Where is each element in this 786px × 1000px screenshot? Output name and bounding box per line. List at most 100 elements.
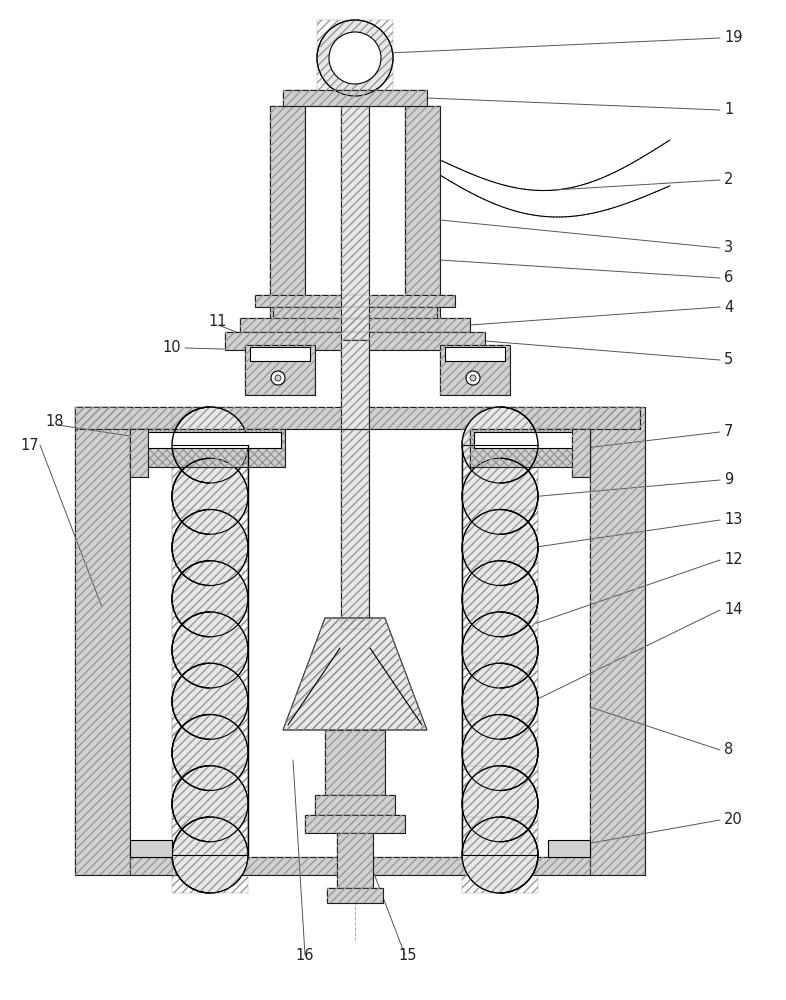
Bar — [341, 106, 369, 340]
Bar — [172, 510, 248, 585]
Bar — [172, 561, 248, 637]
Bar — [225, 332, 485, 350]
Bar — [130, 840, 172, 857]
Bar — [172, 458, 248, 534]
Bar — [130, 429, 148, 477]
Bar — [240, 318, 470, 332]
Bar — [255, 295, 455, 307]
Bar — [462, 714, 538, 790]
Circle shape — [172, 766, 248, 842]
Circle shape — [317, 20, 393, 96]
Bar — [341, 620, 369, 629]
Circle shape — [462, 817, 538, 893]
Bar — [172, 766, 248, 842]
Bar — [273, 307, 437, 319]
Circle shape — [466, 371, 480, 385]
Bar — [445, 347, 505, 361]
Bar — [462, 407, 538, 483]
Circle shape — [172, 458, 248, 534]
Bar — [130, 429, 148, 477]
Bar — [305, 815, 405, 833]
Bar — [327, 888, 383, 903]
Bar — [240, 318, 470, 332]
Text: 9: 9 — [724, 473, 733, 488]
Circle shape — [462, 663, 538, 739]
Bar — [470, 429, 590, 467]
Bar — [75, 407, 130, 875]
Circle shape — [271, 371, 285, 385]
Bar — [270, 106, 305, 340]
Bar — [440, 345, 510, 395]
Circle shape — [172, 817, 248, 893]
Bar — [341, 340, 369, 429]
Bar — [590, 407, 645, 875]
Text: 2: 2 — [724, 172, 733, 188]
Bar — [305, 106, 405, 340]
Bar — [462, 817, 538, 893]
Bar — [327, 888, 383, 903]
Bar — [75, 407, 640, 429]
Bar — [315, 795, 395, 815]
Bar — [130, 429, 285, 467]
Text: 5: 5 — [724, 353, 733, 367]
Bar — [75, 407, 130, 875]
Text: 3: 3 — [724, 240, 733, 255]
Bar — [225, 332, 485, 350]
Bar — [462, 510, 538, 585]
Bar — [462, 663, 538, 739]
Bar — [470, 429, 590, 467]
Bar — [462, 612, 538, 688]
Text: 18: 18 — [45, 414, 64, 430]
Bar — [130, 857, 590, 875]
Text: 17: 17 — [20, 438, 39, 452]
Bar — [250, 347, 310, 361]
Bar — [172, 612, 248, 688]
Circle shape — [462, 766, 538, 842]
Circle shape — [172, 510, 248, 585]
Bar — [462, 766, 538, 842]
Text: 20: 20 — [724, 812, 743, 828]
Bar — [572, 429, 590, 477]
Text: 19: 19 — [724, 30, 743, 45]
Bar — [462, 561, 538, 637]
Bar — [317, 20, 393, 96]
Bar — [341, 106, 369, 340]
Bar — [548, 840, 590, 857]
Bar — [305, 815, 405, 833]
Text: 12: 12 — [724, 552, 743, 568]
Bar — [134, 432, 281, 448]
Circle shape — [329, 32, 381, 84]
Circle shape — [172, 714, 248, 790]
Circle shape — [172, 612, 248, 688]
Bar — [75, 407, 640, 429]
Text: 7: 7 — [724, 424, 733, 440]
Text: 16: 16 — [295, 948, 314, 962]
Text: 15: 15 — [398, 948, 417, 962]
Bar — [255, 295, 455, 307]
Bar — [337, 833, 373, 888]
Circle shape — [172, 407, 248, 483]
Circle shape — [462, 612, 538, 688]
Bar — [440, 345, 510, 395]
Bar — [172, 663, 248, 739]
Bar — [341, 429, 369, 629]
Bar — [474, 432, 586, 448]
Text: 14: 14 — [724, 602, 743, 617]
Bar — [130, 429, 285, 467]
Bar — [341, 340, 369, 429]
Circle shape — [172, 663, 248, 739]
Text: 11: 11 — [208, 314, 226, 330]
Bar — [130, 857, 590, 875]
Bar — [341, 620, 369, 629]
Bar — [572, 429, 590, 477]
Bar — [172, 817, 248, 893]
Circle shape — [470, 375, 476, 381]
Circle shape — [275, 375, 281, 381]
Bar — [283, 90, 427, 106]
Text: 6: 6 — [724, 270, 733, 286]
Bar — [172, 407, 248, 483]
Bar — [283, 90, 427, 106]
Bar — [337, 833, 373, 888]
Text: 8: 8 — [724, 742, 733, 758]
Text: 10: 10 — [162, 340, 181, 356]
